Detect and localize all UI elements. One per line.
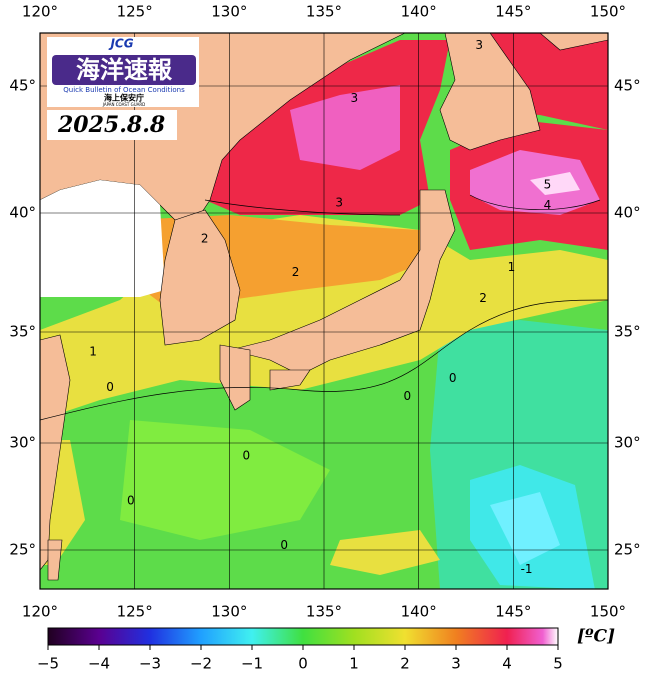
colorbar-tick-label: 4	[502, 655, 512, 673]
logo-agency: 海上保安庁	[104, 93, 144, 103]
colorbar-tick-label: 0	[298, 655, 308, 673]
logo: JCG 海洋速報 Quick Bulletin of Ocean Conditi…	[47, 37, 199, 107]
y-tick-label: 35°	[614, 323, 641, 341]
date: 2025.8.8	[57, 112, 165, 138]
colorbar-tick-label: −5	[37, 655, 59, 673]
contour-label: 0	[280, 538, 288, 552]
contour-label: 0	[449, 371, 457, 385]
colorbar-tick-label: −4	[88, 655, 110, 673]
y-tick-label: 30°	[614, 434, 641, 452]
y-tick-label: 25°	[9, 541, 36, 559]
colorbar-tick-label: 2	[400, 655, 410, 673]
logo-title: 海洋速報	[76, 56, 173, 84]
logo-banner	[52, 55, 196, 85]
y-tick-label: 40°	[9, 204, 36, 222]
contour-label: 2	[479, 291, 487, 305]
x-tick-label: 150°	[590, 603, 626, 621]
contour-label: 3	[335, 195, 343, 209]
contour-label: 1	[508, 260, 516, 274]
x-tick-label: 140°	[401, 3, 437, 21]
x-tick-label: 145°	[495, 603, 531, 621]
colorbar-unit: [ºC]	[577, 627, 615, 647]
colorbar-tick-label: −3	[139, 655, 161, 673]
colorbar-tick-label: −2	[190, 655, 212, 673]
y-tick-label: 35°	[9, 323, 36, 341]
contour-label: 3	[350, 91, 358, 105]
x-tick-label: 125°	[117, 3, 153, 21]
colorbar-tick-label: 1	[349, 655, 359, 673]
y-tick-label: 25°	[614, 541, 641, 559]
y-tick-label: 40°	[614, 204, 641, 222]
y-tick-label: 45°	[614, 77, 641, 95]
x-tick-label: 140°	[401, 603, 437, 621]
y-tick-label: 30°	[9, 434, 36, 452]
colorbar-tick-label: −1	[241, 655, 263, 673]
contour-label: 3	[475, 38, 483, 52]
contour-label: -1	[521, 562, 533, 576]
contour-label: 2	[201, 232, 209, 246]
x-tick-label: 135°	[306, 3, 342, 21]
x-tick-label: 120°	[22, 603, 58, 621]
colorbar	[47, 627, 559, 646]
colorbar-tick-label: 5	[553, 655, 563, 673]
x-tick-label: 125°	[117, 603, 153, 621]
logo-subtitle: Quick Bulletin of Ocean Conditions	[63, 86, 185, 94]
map-frame	[39, 32, 609, 590]
contour-label: 0	[403, 389, 411, 403]
y-tick-label: 45°	[9, 77, 36, 95]
contour-label: 5	[544, 178, 552, 192]
contour-label: 2	[292, 265, 300, 279]
colorbar-tick-label: 3	[451, 655, 461, 673]
logo-badge: JCG	[108, 37, 133, 51]
x-tick-label: 150°	[590, 3, 626, 21]
contour-label: 0	[127, 493, 135, 507]
contour-label: 0	[106, 380, 114, 394]
x-tick-label: 145°	[495, 3, 531, 21]
x-tick-label: 120°	[22, 3, 58, 21]
x-tick-label: 130°	[211, 603, 247, 621]
x-tick-label: 135°	[306, 603, 342, 621]
logo-agency-en: JAPAN COAST GUARD	[102, 102, 146, 107]
x-tick-label: 130°	[211, 3, 247, 21]
contour-label: 1	[89, 344, 97, 358]
contour-label: 0	[243, 448, 251, 462]
date-box	[47, 110, 177, 140]
contour-label: 4	[544, 198, 552, 212]
